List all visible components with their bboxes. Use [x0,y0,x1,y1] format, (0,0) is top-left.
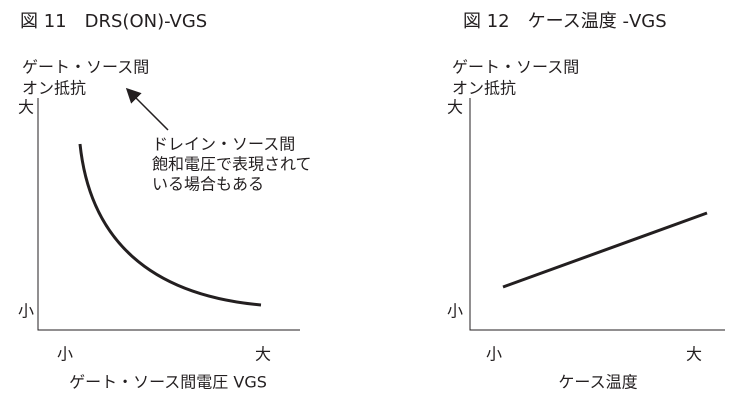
y-axis-label: オン抵抗 [452,79,516,98]
figure-title: 図 12 ケース温度 -VGS [463,11,667,32]
annotation: ドレイン・ソース間 [152,135,295,154]
y-low-label: 小 [447,302,463,321]
x-low-label: 小 [486,345,502,364]
annotation: 飽和電圧で表現されて [152,155,312,174]
y-axis-label: ゲート・ソース間 [452,58,579,77]
figure-title: 図 11 DRS(ON)-VGS [20,11,207,32]
x-high-label: 大 [255,345,271,364]
curve [78,143,262,307]
y-axis-label: オン抵抗 [22,79,86,98]
arrow [125,87,169,131]
x-high-label: 大 [686,345,702,364]
y-high-label: 大 [447,98,463,117]
axes [469,98,725,331]
x-low-label: 小 [57,345,73,364]
y-low-label: 小 [18,302,34,321]
axes [37,98,300,331]
y-high-label: 大 [18,98,34,117]
annotation: いる場合もある [152,175,264,194]
y-axis-label: ゲート・ソース間 [22,58,149,77]
x-axis-label: ゲート・ソース間電圧 VGS [69,373,267,392]
line [502,211,708,289]
x-axis-label: ケース温度 [558,373,637,392]
